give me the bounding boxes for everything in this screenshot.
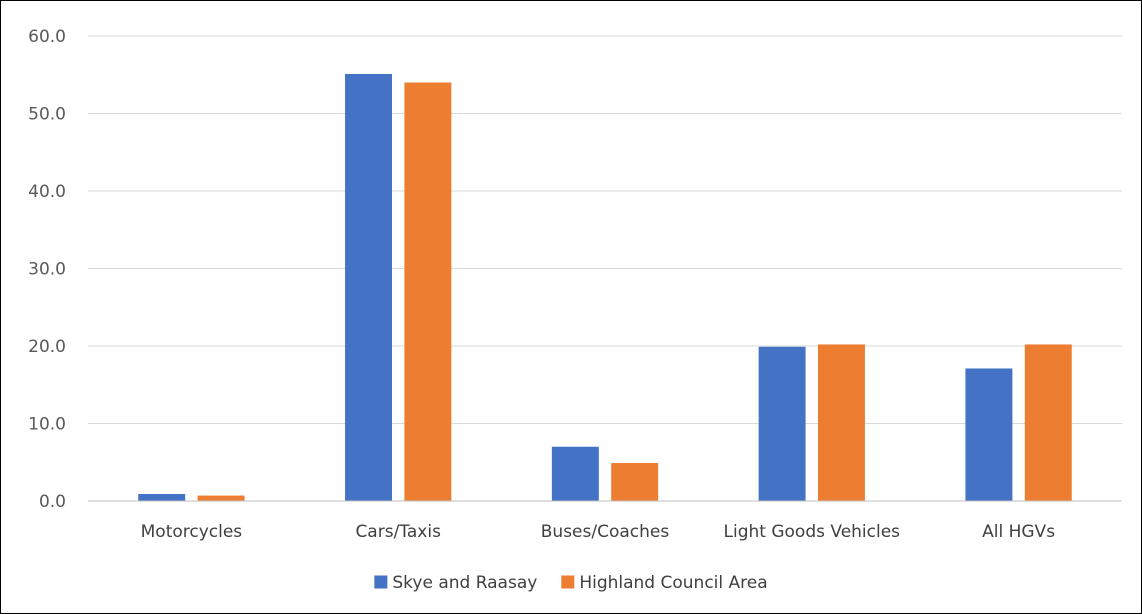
legend-item: Highland Council Area [561,573,768,593]
legend-label: Highland Council Area [579,573,767,593]
bar-highland-council-area-all-hgvs [1024,344,1072,501]
legend-swatch [561,575,575,589]
y-tick-label: 30.0 [28,260,66,280]
legend-label: Skye and Raasay [392,573,537,593]
bar-skye-and-raasay-light-goods-vehicles [758,346,806,501]
legend-item: Skye and Raasay [374,573,537,593]
y-tick-label: 40.0 [28,182,66,202]
bar-highland-council-area-cars-taxis [404,82,452,501]
y-tick-label: 20.0 [28,337,66,357]
legend-swatch [374,575,388,589]
bar-highland-council-area-buses-coaches [611,463,659,501]
x-category-label: Motorcycles [141,522,243,542]
x-category-label: All HGVs [982,522,1055,542]
x-category-label: Cars/Taxis [355,522,441,542]
y-tick-label: 50.0 [28,105,66,125]
bar-skye-and-raasay-motorcycles [138,494,186,501]
gridlines [88,35,1122,424]
legend: Skye and Raasay Highland Council Area [374,573,768,593]
y-axis-tick-labels: 0.0 10.0 20.0 30.0 40.0 50.0 60.0 [28,27,66,512]
x-category-label: Buses/Coaches [541,522,670,542]
y-tick-label: 60.0 [28,27,66,47]
bar-skye-and-raasay-all-hgvs [965,368,1013,501]
bar-skye-and-raasay-cars-taxis [345,73,392,501]
bar-skye-and-raasay-buses-coaches [551,446,599,501]
bar-highland-council-area-motorcycles [197,495,245,501]
y-tick-label: 0.0 [39,492,66,512]
bars [138,73,1072,501]
x-axis-category-labels: Motorcycles Cars/Taxis Buses/Coaches Light … [141,522,1056,542]
y-tick-label: 10.0 [28,415,66,435]
bar-highland-council-area-light-goods-vehicles [818,344,865,501]
x-category-label: Light Goods Vehicles [724,522,901,542]
